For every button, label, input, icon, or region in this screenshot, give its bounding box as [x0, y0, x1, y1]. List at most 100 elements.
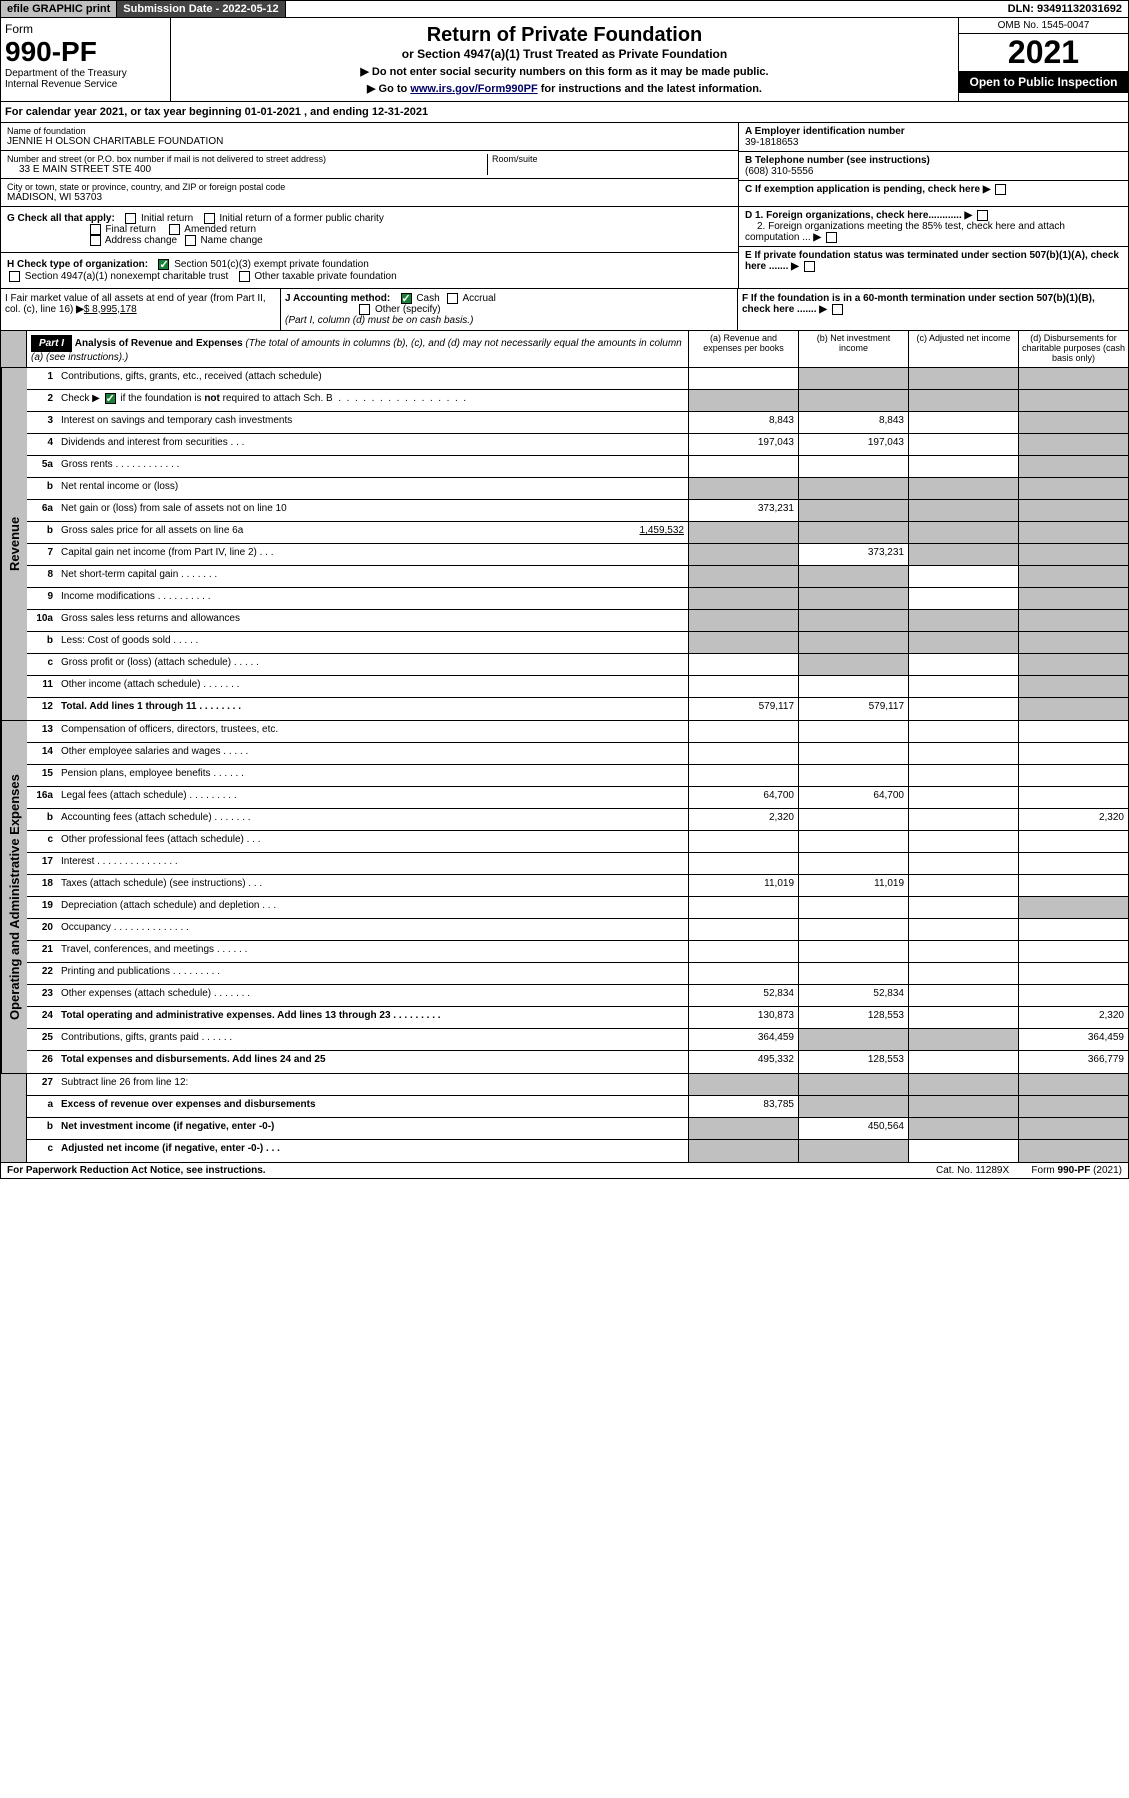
cb-initial[interactable] — [125, 213, 136, 224]
line-14: Other employee salaries and wages . . . … — [57, 743, 688, 764]
footer: For Paperwork Reduction Act Notice, see … — [0, 1163, 1129, 1179]
h-other-tax: Other taxable private foundation — [254, 271, 396, 282]
line-5b: Net rental income or (loss) — [57, 478, 688, 499]
cb-4947[interactable] — [9, 271, 20, 282]
dept-treasury: Department of the Treasury — [5, 68, 166, 79]
g-initial-former: Initial return of a former public charit… — [219, 213, 384, 224]
col-a-head: (a) Revenue and expenses per books — [688, 331, 798, 367]
i-value: $ 8,995,178 — [84, 304, 137, 315]
line-10a: Gross sales less returns and allowances — [57, 610, 688, 631]
d1-label: D 1. Foreign organizations, check here..… — [745, 210, 962, 221]
g-h-block: G Check all that apply: Initial return I… — [0, 207, 1129, 289]
cb-initial-former[interactable] — [204, 213, 215, 224]
line-20: Occupancy . . . . . . . . . . . . . . — [57, 919, 688, 940]
g-h-left: G Check all that apply: Initial return I… — [1, 207, 738, 288]
cal-mid: , and ending — [304, 106, 372, 118]
omb-number: OMB No. 1545-0047 — [959, 18, 1128, 34]
line27-section: 27Subtract line 26 from line 12: aExcess… — [0, 1074, 1129, 1163]
g-name-change: Name change — [200, 235, 262, 246]
cb-other-method[interactable] — [359, 304, 370, 315]
note-ssn: ▶ Do not enter social security numbers o… — [177, 65, 952, 78]
line-13: Compensation of officers, directors, tru… — [57, 721, 688, 742]
c-cell: C If exemption application is pending, c… — [739, 181, 1128, 198]
cb-schb[interactable] — [105, 393, 116, 404]
open-public: Open to Public Inspection — [959, 71, 1128, 93]
cb-f[interactable] — [832, 304, 843, 315]
line-25-d: 364,459 — [1018, 1029, 1128, 1050]
line-23-b: 52,834 — [798, 985, 908, 1006]
d-e-right: D 1. Foreign organizations, check here..… — [738, 207, 1128, 288]
d2-label: 2. Foreign organizations meeting the 85%… — [745, 221, 1065, 243]
revenue-label: Revenue — [1, 368, 27, 720]
line-6a-a: 373,231 — [688, 500, 798, 521]
cb-e[interactable] — [804, 261, 815, 272]
city-label: City or town, state or province, country… — [7, 182, 732, 192]
expenses-rows: 13Compensation of officers, directors, t… — [27, 721, 1128, 1073]
irs-link[interactable]: www.irs.gov/Form990PF — [410, 83, 537, 95]
dln: DLN: 93491132031692 — [1002, 1, 1128, 17]
expenses-label: Operating and Administrative Expenses — [1, 721, 27, 1073]
part1-title: Analysis of Revenue and Expenses — [75, 338, 243, 349]
tax-year: 2021 — [959, 34, 1128, 71]
cb-name-change[interactable] — [185, 235, 196, 246]
g-row: G Check all that apply: Initial return I… — [1, 207, 738, 253]
line-22: Printing and publications . . . . . . . … — [57, 963, 688, 984]
line-9: Income modifications . . . . . . . . . . — [57, 588, 688, 609]
line27-rows: 27Subtract line 26 from line 12: aExcess… — [27, 1074, 1128, 1162]
j-cash: Cash — [416, 293, 439, 304]
cb-accrual[interactable] — [447, 293, 458, 304]
line-12-b: 579,117 — [798, 698, 908, 720]
line-16b-d: 2,320 — [1018, 809, 1128, 830]
line-7: Capital gain net income (from Part IV, l… — [57, 544, 688, 565]
cb-addr-change[interactable] — [90, 235, 101, 246]
cb-cash[interactable] — [401, 293, 412, 304]
i-j-block: I Fair market value of all assets at end… — [0, 289, 1129, 331]
dept-irs: Internal Revenue Service — [5, 79, 166, 90]
foundation-name-cell: Name of foundation JENNIE H OLSON CHARIT… — [1, 123, 738, 151]
g-final: Final return — [105, 224, 156, 235]
cb-amended[interactable] — [169, 224, 180, 235]
cb-other-tax[interactable] — [239, 271, 250, 282]
calendar-year-row: For calendar year 2021, or tax year begi… — [0, 102, 1129, 123]
cb-501c3[interactable] — [158, 259, 169, 270]
c-checkbox[interactable] — [995, 184, 1006, 195]
line-23: Other expenses (attach schedule) . . . .… — [57, 985, 688, 1006]
header-left: Form 990-PF Department of the Treasury I… — [1, 18, 171, 101]
part1-desc: Part I Analysis of Revenue and Expenses … — [27, 331, 688, 367]
line-8: Net short-term capital gain . . . . . . … — [57, 566, 688, 587]
name-label: Name of foundation — [7, 126, 732, 136]
phone-value: (608) 310-5556 — [745, 166, 1122, 177]
j-other: Other (specify) — [375, 304, 441, 315]
city-cell: City or town, state or province, country… — [1, 179, 738, 206]
line-18-b: 11,019 — [798, 875, 908, 896]
revenue-section: Revenue 1Contributions, gifts, grants, e… — [0, 368, 1129, 721]
line-19: Depreciation (attach schedule) and deple… — [57, 897, 688, 918]
line-3-b: 8,843 — [798, 412, 908, 433]
line-12-a: 579,117 — [688, 698, 798, 720]
line-16b: Accounting fees (attach schedule) . . . … — [57, 809, 688, 830]
h-row: H Check type of organization: Section 50… — [1, 253, 738, 287]
line-10b: Less: Cost of goods sold . . . . . — [57, 632, 688, 653]
expenses-section: Operating and Administrative Expenses 13… — [0, 721, 1129, 1074]
line-27b-b: 450,564 — [798, 1118, 908, 1139]
line-26-d: 366,779 — [1018, 1051, 1128, 1073]
cb-final[interactable] — [90, 224, 101, 235]
line-27a: Excess of revenue over expenses and disb… — [57, 1096, 688, 1117]
h-4947: Section 4947(a)(1) nonexempt charitable … — [25, 271, 228, 282]
h-label: H Check type of organization: — [7, 260, 148, 271]
e-cell: E If private foundation status was termi… — [739, 247, 1128, 275]
cb-d2[interactable] — [826, 232, 837, 243]
part1-header-row: Part I Analysis of Revenue and Expenses … — [0, 331, 1129, 368]
g-amended: Amended return — [184, 224, 256, 235]
line-24: Total operating and administrative expen… — [57, 1007, 688, 1028]
submission-date: Submission Date - 2022-05-12 — [117, 1, 285, 17]
col-b-head: (b) Net investment income — [798, 331, 908, 367]
line-21: Travel, conferences, and meetings . . . … — [57, 941, 688, 962]
line-7-b: 373,231 — [798, 544, 908, 565]
j-accrual: Accrual — [462, 293, 495, 304]
g-initial: Initial return — [141, 213, 193, 224]
cb-d1[interactable] — [977, 210, 988, 221]
line-26-a: 495,332 — [688, 1051, 798, 1073]
line-27c: Adjusted net income (if negative, enter … — [57, 1140, 688, 1162]
foundation-name: JENNIE H OLSON CHARITABLE FOUNDATION — [7, 136, 732, 147]
